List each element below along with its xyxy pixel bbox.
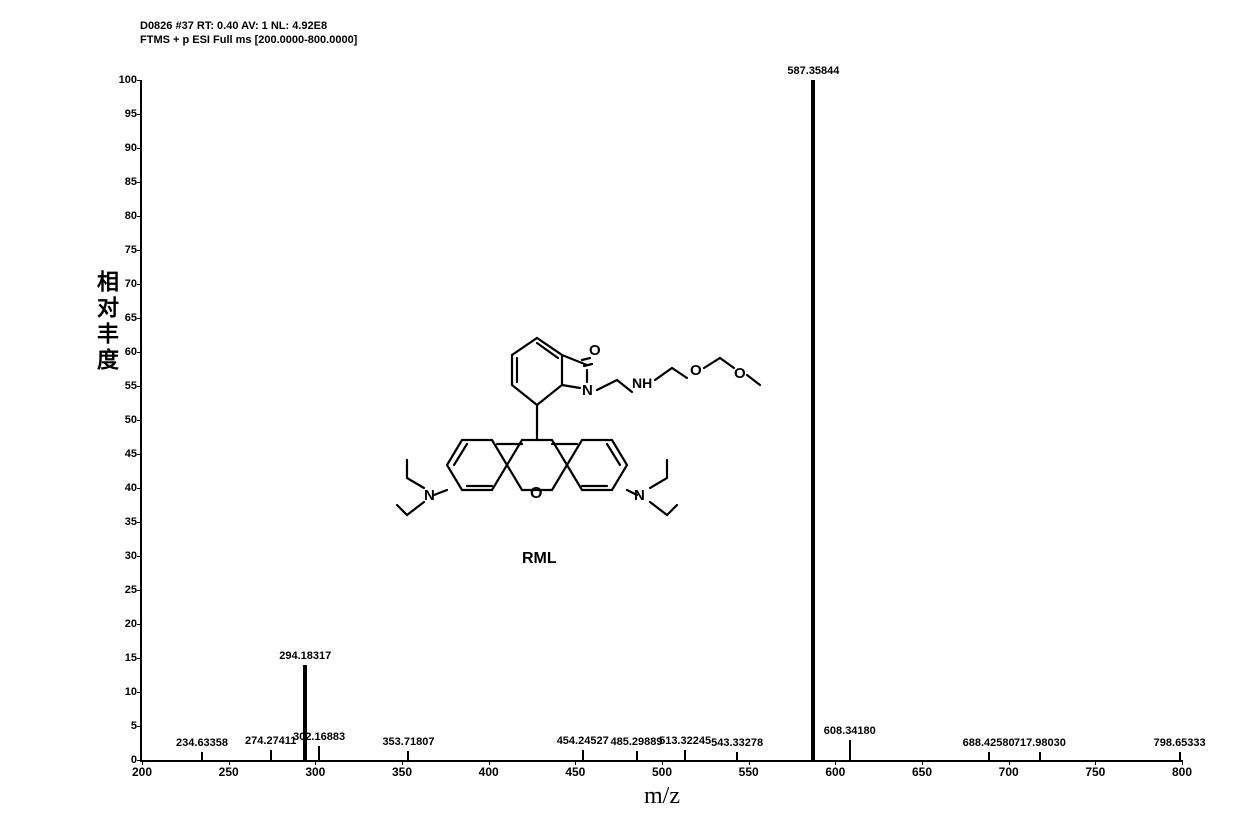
x-tick-label: 250 <box>219 765 239 779</box>
y-tick <box>137 556 142 557</box>
y-tick-label: 70 <box>125 278 137 290</box>
y-tick <box>137 182 142 183</box>
ms-peak <box>988 752 990 760</box>
x-tick-label: 750 <box>1085 765 1105 779</box>
svg-text:O: O <box>690 362 702 379</box>
ms-peak <box>811 80 815 760</box>
y-tick-label: 5 <box>131 720 137 732</box>
y-tick-label: 95 <box>125 108 137 120</box>
y-tick <box>137 80 142 81</box>
y-tick-label: 60 <box>125 346 137 358</box>
y-tick-label: 30 <box>125 550 137 562</box>
y-tick <box>137 148 142 149</box>
y-tick <box>137 386 142 387</box>
y-tick <box>137 250 142 251</box>
peak-label: 353.71807 <box>382 736 434 748</box>
ms-peak <box>684 750 686 760</box>
molecule-name: RML <box>522 550 557 568</box>
ms-peak <box>1039 752 1041 760</box>
ms-peak <box>201 752 203 760</box>
y-tick-label: 20 <box>125 618 137 630</box>
y-tick <box>137 114 142 115</box>
y-tick <box>137 284 142 285</box>
y-tick-label: 55 <box>125 380 137 392</box>
mass-spectrum-chart: D0826 #37 RT: 0.40 AV: 1 NL: 4.92E8 FTMS… <box>80 20 1200 800</box>
x-tick-label: 500 <box>652 765 672 779</box>
peak-label: 274.27411 <box>245 735 296 747</box>
svg-text:NH: NH <box>632 375 652 391</box>
y-tick <box>137 692 142 693</box>
x-tick-label: 600 <box>825 765 845 779</box>
ms-peak <box>736 752 738 760</box>
y-tick <box>137 420 142 421</box>
peak-label: 294.18317 <box>279 650 331 662</box>
y-tick-label: 75 <box>125 244 137 256</box>
y-tick-label: 100 <box>119 74 137 86</box>
y-tick <box>137 318 142 319</box>
ms-peak <box>582 750 584 760</box>
y-tick-label: 90 <box>125 142 137 154</box>
y-tick-label: 25 <box>125 584 137 596</box>
y-tick-label: 10 <box>125 686 137 698</box>
peak-label: 688.42580 <box>963 737 1015 749</box>
x-tick-label: 400 <box>479 765 499 779</box>
y-tick-label: 85 <box>125 176 137 188</box>
y-tick-label: 65 <box>125 312 137 324</box>
y-tick <box>137 454 142 455</box>
x-tick-label: 350 <box>392 765 412 779</box>
y-tick-label: 80 <box>125 210 137 222</box>
y-tick-label: 50 <box>125 414 137 426</box>
y-tick <box>137 522 142 523</box>
x-tick-label: 800 <box>1172 765 1192 779</box>
x-tick-label: 300 <box>305 765 325 779</box>
y-tick <box>137 352 142 353</box>
peak-label: 513.32245 <box>659 735 711 747</box>
peak-label: 485.29889 <box>611 736 663 748</box>
header-line-2: FTMS + p ESI Full ms [200.0000-800.0000] <box>140 34 357 46</box>
svg-text:O: O <box>589 342 601 359</box>
ms-peak <box>849 740 851 760</box>
y-axis-label: 相对丰度 <box>90 270 122 374</box>
x-tick-label: 550 <box>739 765 759 779</box>
x-tick-label: 650 <box>912 765 932 779</box>
y-tick-label: 15 <box>125 652 137 664</box>
ms-peak <box>303 665 307 760</box>
y-tick <box>137 658 142 659</box>
x-axis-label: m/z <box>644 783 680 810</box>
y-tick-label: 35 <box>125 516 137 528</box>
peak-label: 798.65333 <box>1154 737 1206 749</box>
ms-peak <box>1179 752 1181 760</box>
header-line-1: D0826 #37 RT: 0.40 AV: 1 NL: 4.92E8 <box>140 20 327 32</box>
y-tick <box>137 216 142 217</box>
svg-text:N: N <box>582 382 593 399</box>
y-tick <box>137 624 142 625</box>
y-tick <box>137 590 142 591</box>
peak-label: 302.16883 <box>293 731 345 743</box>
peak-label: 587.35844 <box>787 65 839 77</box>
peak-label: 717.98030 <box>1014 737 1066 749</box>
svg-text:O: O <box>734 365 746 382</box>
peak-label: 454.24527 <box>557 735 609 747</box>
y-tick-label: 45 <box>125 448 137 460</box>
plot-area: m/z O N <box>140 80 1182 762</box>
peak-label: 543.33278 <box>711 737 763 749</box>
y-tick <box>137 726 142 727</box>
ms-peak <box>318 746 320 760</box>
ms-peak <box>636 751 638 760</box>
x-tick-label: 200 <box>132 765 152 779</box>
ms-peak <box>407 751 409 760</box>
peak-label: 234.63358 <box>176 737 228 749</box>
x-tick-label: 450 <box>565 765 585 779</box>
x-tick-label: 700 <box>999 765 1019 779</box>
peak-label: 608.34180 <box>824 725 876 737</box>
svg-text:O: O <box>530 485 542 502</box>
y-tick <box>137 488 142 489</box>
y-tick-label: 40 <box>125 482 137 494</box>
ms-peak <box>270 750 272 760</box>
molecule-structure: O N N O <box>372 210 772 540</box>
